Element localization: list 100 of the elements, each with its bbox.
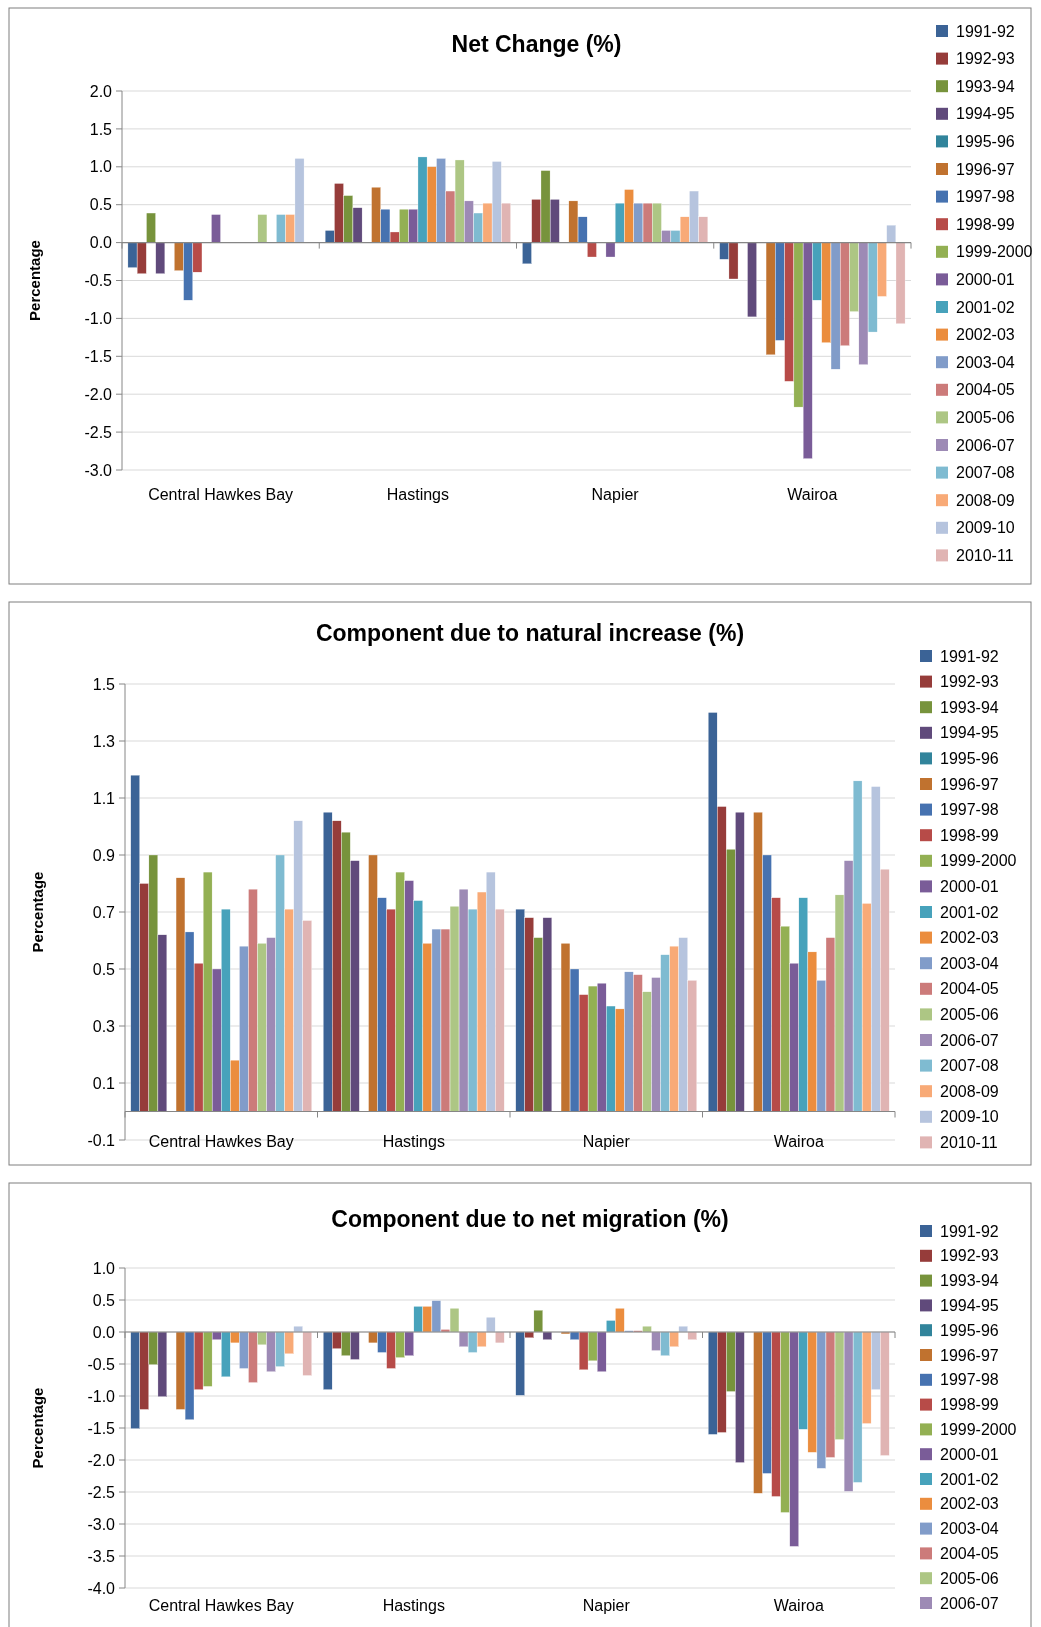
- y-axis-title: Percentage: [29, 871, 46, 953]
- y-axis-title: Percentage: [26, 240, 43, 321]
- x-tick-label: Napier: [582, 1133, 631, 1150]
- y-tick-label: 1.5: [92, 675, 116, 693]
- x-tick-label: Napier: [591, 486, 640, 503]
- y-tick-label: 1.0: [92, 1259, 116, 1277]
- legend-label: 2005-06: [940, 1006, 999, 1023]
- legend-label: 1993-94: [940, 698, 999, 716]
- legend-label: 1992-93: [940, 673, 999, 691]
- y-tick-label: 0.7: [92, 903, 116, 921]
- legend-label: 1998-99: [940, 1396, 999, 1414]
- chart-title: Component due to net migration (%): [331, 1206, 729, 1232]
- x-tick-label: Hastings: [382, 1597, 445, 1614]
- legend-label: 1999-2000: [940, 852, 1017, 870]
- y-tick-label: 1.5: [89, 120, 113, 138]
- legend-label: 2006-07: [956, 436, 1015, 454]
- y-tick-label: -2.5: [84, 423, 113, 441]
- legend-label: 1992-93: [940, 1247, 999, 1265]
- y-tick-label: -1.0: [87, 1387, 116, 1405]
- legend-label: 1992-93: [956, 50, 1015, 68]
- y-tick-label: 0.5: [92, 960, 116, 978]
- x-tick-label: Napier: [582, 1597, 631, 1614]
- legend-label: 2010-11: [956, 547, 1014, 564]
- y-tick-label: -3.0: [84, 461, 113, 479]
- legend-label: 2001-02: [940, 903, 999, 921]
- legend-label: 1995-96: [940, 750, 999, 767]
- y-tick-label: 0.1: [92, 1074, 116, 1092]
- legend-label: 1998-99: [940, 826, 999, 844]
- y-tick-label: -4.0: [87, 1579, 116, 1597]
- legend-label: 2003-04: [940, 954, 999, 972]
- legend-label: 1996-97: [940, 1346, 999, 1364]
- y-tick-label: 0.5: [92, 1291, 116, 1309]
- legend-label: 2000-01: [940, 878, 999, 895]
- legend-label: 1994-95: [940, 1297, 999, 1314]
- legend-label: 1998-99: [956, 215, 1015, 233]
- chart-title: Net Change (%): [451, 31, 622, 57]
- legend-label: 2001-02: [956, 298, 1015, 316]
- legend-label: 2000-01: [940, 1445, 999, 1463]
- y-axis-title: Percentage: [29, 1387, 46, 1469]
- legend-label: 2008-09: [956, 491, 1015, 509]
- y-tick-label: 1.1: [92, 789, 116, 807]
- chart-title: Component due to natural increase (%): [315, 620, 745, 646]
- x-tick-label: Wairoa: [773, 1133, 824, 1150]
- legend-label: 1991-92: [956, 22, 1015, 40]
- legend-label: 1999-2000: [940, 1421, 1017, 1438]
- legend-label: 2004-05: [956, 381, 1015, 399]
- y-tick-label: -1.0: [84, 310, 113, 327]
- x-tick-label: Wairoa: [773, 1597, 824, 1614]
- legend-label: 1997-98: [956, 188, 1015, 206]
- legend-label: 2000-01: [956, 271, 1015, 288]
- y-tick-label: -3.5: [87, 1547, 116, 1565]
- x-tick-label: Central Hawkes Bay: [148, 486, 294, 503]
- legend-label: 2003-04: [956, 353, 1015, 371]
- y-tick-label: 0.5: [89, 196, 113, 214]
- legend-label: 1997-98: [940, 801, 999, 819]
- legend-label: 2007-08: [956, 464, 1015, 482]
- legend-label: 1997-98: [940, 1371, 999, 1389]
- legend-label: 1991-92: [940, 1222, 999, 1240]
- legend-label: 1999-2000: [956, 243, 1033, 261]
- y-tick-label: -0.1: [87, 1131, 116, 1149]
- legend-label: 1995-96: [940, 1321, 999, 1339]
- y-tick-label: 1.0: [89, 158, 113, 176]
- y-tick-label: -1.5: [84, 347, 113, 365]
- x-tick-label: Hastings: [382, 1133, 445, 1150]
- legend-label: 2004-05: [940, 980, 999, 998]
- x-tick-label: Central Hawkes Bay: [148, 1133, 294, 1150]
- y-tick-label: 0.9: [92, 846, 116, 864]
- legend-label: 2006-07: [940, 1594, 999, 1612]
- legend-label: 2006-07: [940, 1031, 999, 1049]
- x-tick-label: Central Hawkes Bay: [148, 1597, 294, 1614]
- y-tick-label: 2.0: [89, 82, 113, 100]
- x-tick-label: Wairoa: [787, 486, 838, 503]
- y-tick-label: 0.3: [92, 1017, 116, 1035]
- y-tick-label: -2.5: [87, 1483, 116, 1501]
- y-tick-label: -0.5: [84, 272, 113, 290]
- legend-label: 2003-04: [940, 1520, 999, 1538]
- y-tick-label: 0.0: [89, 234, 113, 252]
- legend-label: 2008-09: [940, 1082, 999, 1100]
- y-tick-label: -0.5: [87, 1355, 116, 1373]
- legend-label: 1996-97: [940, 775, 999, 793]
- y-tick-label: -3.0: [87, 1515, 116, 1533]
- legend-label: 2002-03: [940, 929, 999, 947]
- legend-label: 2009-10: [956, 519, 1015, 537]
- legend-label: 1994-95: [956, 105, 1015, 123]
- legend-label: 2004-05: [940, 1545, 999, 1562]
- legend-label: 2010-11: [940, 1134, 998, 1151]
- legend-label: 1996-97: [956, 160, 1015, 178]
- y-tick-label: -2.0: [87, 1451, 116, 1469]
- y-tick-label: -2.0: [84, 385, 113, 403]
- legend-label: 2005-06: [940, 1569, 999, 1587]
- legend-label: 2007-08: [940, 1057, 999, 1075]
- legend-label: 1991-92: [940, 647, 999, 665]
- legend-label: 1994-95: [940, 724, 999, 742]
- legend-label: 1995-96: [956, 133, 1015, 150]
- legend-label: 2001-02: [940, 1470, 999, 1488]
- legend-label: 2002-03: [940, 1495, 999, 1513]
- legend-label: 1993-94: [940, 1272, 999, 1290]
- legend-label: 2005-06: [956, 409, 1015, 426]
- legend-label: 1993-94: [956, 77, 1015, 95]
- y-tick-label: 1.3: [92, 732, 116, 750]
